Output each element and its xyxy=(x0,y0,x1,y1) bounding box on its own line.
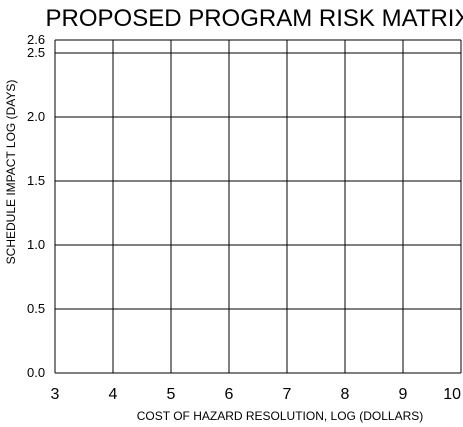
y-tick-label-2.5: 2.5 xyxy=(27,45,45,60)
y-tick-label-1.5: 1.5 xyxy=(27,173,45,188)
grid-lines xyxy=(54,39,462,374)
x-tick-label-4: 4 xyxy=(109,386,118,403)
y-tick-label-2.6: 2.6 xyxy=(27,32,45,47)
x-axis-label: COST OF HAZARD RESOLUTION, LOG (DOLLARS) xyxy=(137,409,424,423)
y-tick-label-0.0: 0.0 xyxy=(27,365,45,380)
y-tick-label-1.0: 1.0 xyxy=(27,237,45,252)
x-tick-label-5: 5 xyxy=(167,386,176,403)
y-axis-label: SCHEDULE IMPACT LOG (DAYS) xyxy=(4,80,18,265)
x-tick-label-7: 7 xyxy=(283,386,292,403)
chart-title: PROPOSED PROGRAM RISK MATRIX xyxy=(46,5,463,32)
x-tick-label-9: 9 xyxy=(399,386,408,403)
y-tick-labels: 0.0 0.5 1.0 1.5 2.0 2.52.6 xyxy=(27,32,45,380)
x-tick-label-10: 10 xyxy=(443,386,461,403)
x-tick-label-6: 6 xyxy=(225,386,234,403)
x-tick-labels: 3 4 5 6 7 8 9 10 xyxy=(51,386,462,403)
x-tick-label-3: 3 xyxy=(51,386,60,403)
y-tick-label-0.5: 0.5 xyxy=(27,301,45,316)
y-tick-label-2.0: 2.0 xyxy=(27,109,45,124)
x-tick-label-8: 8 xyxy=(341,386,350,403)
